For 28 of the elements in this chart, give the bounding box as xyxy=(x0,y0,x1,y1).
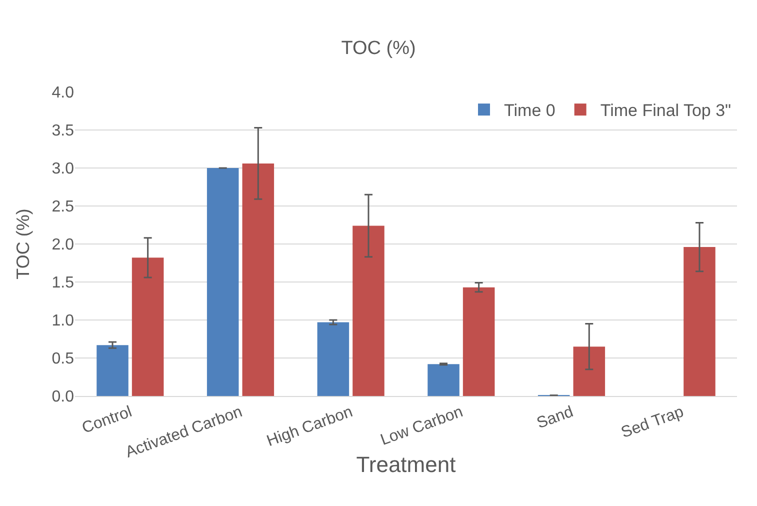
legend-label: Time 0 xyxy=(504,101,556,120)
bar xyxy=(462,287,495,396)
bar xyxy=(573,346,606,396)
bar xyxy=(242,163,274,396)
x-tick-label: High Carbon xyxy=(264,404,355,450)
y-tick-label: 3.5 xyxy=(52,122,74,140)
y-tick-label: 0.5 xyxy=(52,350,74,368)
bar xyxy=(206,168,239,396)
bar xyxy=(317,322,350,396)
y-tick-label: 4.0 xyxy=(52,84,74,102)
y-tick-label: 3.0 xyxy=(52,160,74,178)
x-axis-title: Treatment xyxy=(356,452,456,478)
bar xyxy=(132,258,164,396)
y-tick-label: 1.5 xyxy=(52,274,74,292)
x-tick-label: Sed Trap xyxy=(619,403,686,442)
bar xyxy=(428,364,460,396)
y-tick-label: 1.0 xyxy=(52,312,74,330)
x-tick-label: Low Carbon xyxy=(378,404,466,449)
legend-label: Time Final Top 3" xyxy=(600,101,732,120)
bar xyxy=(684,247,716,396)
bar xyxy=(96,345,128,396)
chart-title: TOC (%) xyxy=(341,38,416,59)
y-axis-title: TOC (%) xyxy=(13,208,33,280)
bar xyxy=(352,226,384,396)
y-tick-label: 2.5 xyxy=(52,198,74,216)
y-tick-label: 0.0 xyxy=(52,388,74,406)
x-tick-label: Sand xyxy=(534,404,576,432)
y-tick-label: 2.0 xyxy=(52,236,74,254)
